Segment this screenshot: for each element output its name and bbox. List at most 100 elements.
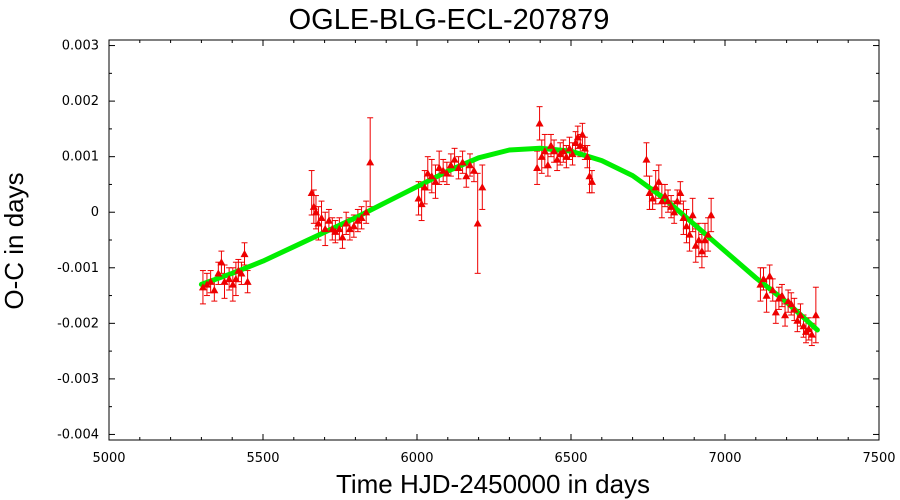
data-point: [682, 222, 691, 230]
y-tick-label: -0.002: [57, 316, 99, 331]
data-point: [571, 138, 580, 146]
data-point: [317, 213, 326, 221]
data-point: [417, 199, 426, 208]
data-point: [331, 227, 340, 235]
data-point: [414, 194, 423, 202]
data-point: [338, 233, 347, 241]
data-point: [697, 247, 706, 255]
data-point: [237, 269, 246, 277]
data-point: [543, 161, 552, 169]
axis-ticks: [108, 40, 880, 440]
data-point: [576, 141, 585, 149]
fit-curve: [198, 145, 820, 333]
data-point: [685, 230, 694, 238]
data-point: [762, 291, 771, 299]
error-bars: [199, 106, 819, 347]
y-tick-label: -0.004: [57, 427, 99, 442]
data-point: [676, 188, 685, 196]
data-point: [540, 147, 549, 155]
chart-title: OGLE-BLG-ECL-207879: [289, 4, 610, 36]
data-point: [700, 236, 709, 244]
data-point: [533, 163, 542, 171]
data-point: [458, 158, 467, 166]
data-point: [473, 219, 482, 227]
data-point: [553, 155, 562, 163]
data-point: [220, 277, 229, 285]
data-point: [573, 133, 582, 141]
data-point: [799, 322, 808, 330]
data-point: [324, 216, 333, 224]
x-tick-label: 5000: [92, 451, 125, 466]
data-point: [349, 222, 358, 230]
data-point: [688, 211, 697, 219]
data-point: [807, 330, 816, 338]
data-point: [231, 274, 240, 283]
data-point: [439, 166, 448, 174]
data-point: [660, 191, 669, 199]
y-tick-label: 0.002: [62, 94, 99, 109]
data-point: [664, 197, 673, 205]
data-point: [454, 163, 463, 171]
data-point: [759, 274, 768, 283]
data-point: [228, 280, 237, 288]
data-point: [435, 163, 444, 171]
data-point: [446, 161, 455, 169]
data-point: [765, 272, 774, 280]
y-tick-label: 0: [91, 205, 99, 220]
data-point: [651, 183, 660, 191]
x-axis-title: Time HJD-2450000 in days: [336, 469, 650, 499]
data-point: [442, 169, 451, 177]
data-point: [550, 147, 559, 155]
x-tick-label: 6500: [554, 451, 587, 466]
plot-frame: [108, 39, 880, 441]
data-point: [811, 311, 820, 319]
data-point: [309, 202, 318, 210]
data-point: [214, 269, 223, 277]
data-point: [353, 216, 362, 224]
data-point: [206, 277, 215, 285]
data-point: [362, 208, 371, 216]
data-point: [580, 144, 589, 152]
data-point: [345, 224, 354, 233]
data-point: [562, 152, 571, 160]
data-point: [559, 147, 568, 155]
data-point: [342, 219, 351, 227]
data-point: [648, 194, 657, 202]
data-point: [535, 119, 544, 127]
y-tick-label: 0.003: [62, 39, 99, 54]
data-point: [198, 283, 207, 291]
data-point: [771, 308, 780, 316]
y-axis-title: O-C in days: [0, 172, 29, 309]
y-tick-label: 0.001: [62, 150, 99, 165]
data-point: [427, 172, 436, 180]
data-point: [657, 197, 666, 205]
tick-labels: 5000 5500 6000 6500 7000 7500 0.003 0.002 0.001 0…: [57, 39, 895, 466]
fit-curve-layer: [198, 145, 820, 333]
data-point: [431, 177, 440, 185]
data-point: [790, 305, 799, 313]
data-point: [777, 291, 786, 299]
data-point: [202, 280, 211, 288]
data-point: [645, 188, 654, 196]
data-markers: [198, 119, 820, 338]
data-point: [314, 219, 323, 227]
data-point: [465, 161, 474, 169]
data-point: [670, 208, 679, 216]
data-point: [654, 177, 663, 185]
data-point: [585, 172, 594, 180]
data-point: [667, 202, 676, 210]
x-tick-label: 5500: [246, 451, 279, 466]
data-point: [583, 152, 592, 160]
data-point: [478, 183, 487, 191]
data-point: [366, 158, 375, 166]
data-point: [707, 211, 716, 219]
data-point: [691, 241, 700, 249]
data-point: [423, 169, 432, 177]
data-point: [217, 258, 226, 266]
data-point: [587, 177, 596, 185]
data-point: [642, 155, 651, 163]
data-point: [321, 224, 330, 233]
data-point: [546, 141, 555, 149]
x-tick-label: 6000: [400, 451, 433, 466]
